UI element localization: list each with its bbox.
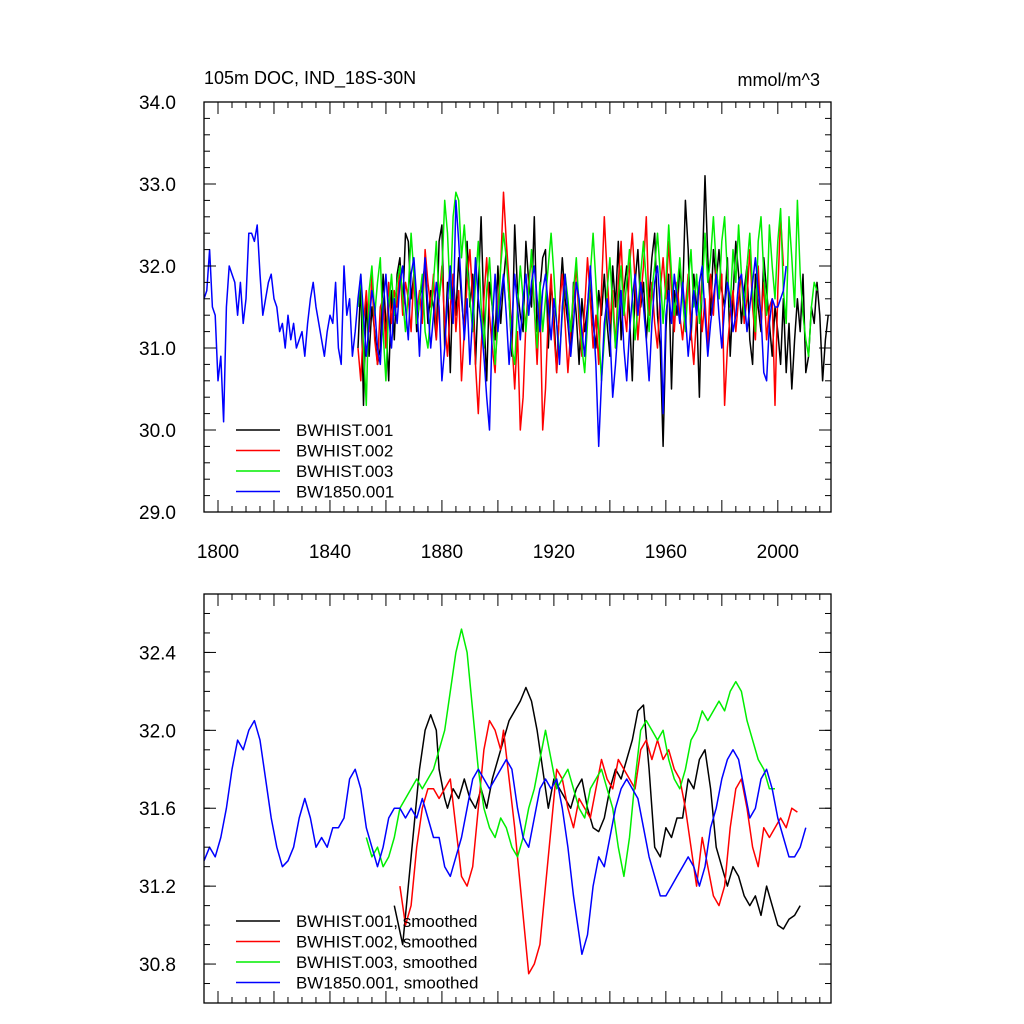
legend-label: BW1850.001, smoothed <box>296 974 478 993</box>
series-line-bw1850-001-smoothed <box>203 719 807 956</box>
y-tick-label: 31.0 <box>139 339 176 360</box>
series-line-bw1850-001 <box>203 199 787 448</box>
y-tick-label: 29.0 <box>139 503 176 524</box>
legend-label: BW1850.001 <box>296 483 394 502</box>
y-tick-label: 31.2 <box>139 877 176 898</box>
y-tick-label: 31.6 <box>139 799 176 820</box>
top-chart-units: mmol/m^3 <box>738 70 820 90</box>
series-line-bwhist-002-smoothed <box>399 719 798 975</box>
top-chart-panel: 105m DOC, IND_18S-30N mmol/m^3 29.0 30.0 3… <box>139 68 832 563</box>
y-tick-label: 32.0 <box>139 721 176 742</box>
x-tick-label: 2000 <box>757 542 799 563</box>
x-tick-label: 1840 <box>309 542 351 563</box>
series-line-bwhist-003-smoothed <box>365 628 775 878</box>
y-tick-label: 30.0 <box>139 421 176 442</box>
y-tick-label: 33.0 <box>139 175 176 196</box>
bottom-axis-ticks: 30.8 31.2 31.6 32.0 32.4 <box>139 593 831 1004</box>
legend-label: BWHIST.002 <box>296 442 393 461</box>
y-tick-label: 30.8 <box>139 955 176 976</box>
legend-label: BWHIST.001, smoothed <box>296 912 477 931</box>
bottom-series-group <box>203 628 807 975</box>
y-tick-label: 32.0 <box>139 257 176 278</box>
x-tick-label: 1800 <box>197 542 239 563</box>
legend-label: BWHIST.003 <box>296 462 393 481</box>
legend-label: BWHIST.001 <box>296 421 393 440</box>
top-plot-frame <box>203 101 832 513</box>
bottom-chart-panel: 30.8 31.2 31.6 32.0 32.4 BWHIST.001, smoothe… <box>139 593 832 1004</box>
bottom-plot-frame <box>203 593 832 1004</box>
series-line-bwhist-003 <box>357 191 818 407</box>
legend-label: BWHIST.003, smoothed <box>296 953 477 972</box>
x-tick-label: 1960 <box>645 542 687 563</box>
y-tick-label: 34.0 <box>139 93 176 114</box>
x-tick-label: 1880 <box>421 542 463 563</box>
y-tick-label: 32.4 <box>139 643 176 664</box>
top-series-group <box>203 175 829 448</box>
x-tick-label: 1920 <box>533 542 575 563</box>
legend-label: BWHIST.002, smoothed <box>296 933 477 952</box>
series-line-bwhist-001-smoothed <box>393 686 801 946</box>
bottom-legend: BWHIST.001, smoothed BWHIST.002, smoothed… <box>236 912 478 993</box>
top-axis-ticks: 29.0 30.0 31.0 32.0 33.0 34.0 1800 1840 1880 1920… <box>139 93 831 563</box>
top-chart-title: 105m DOC, IND_18S-30N <box>204 68 416 89</box>
